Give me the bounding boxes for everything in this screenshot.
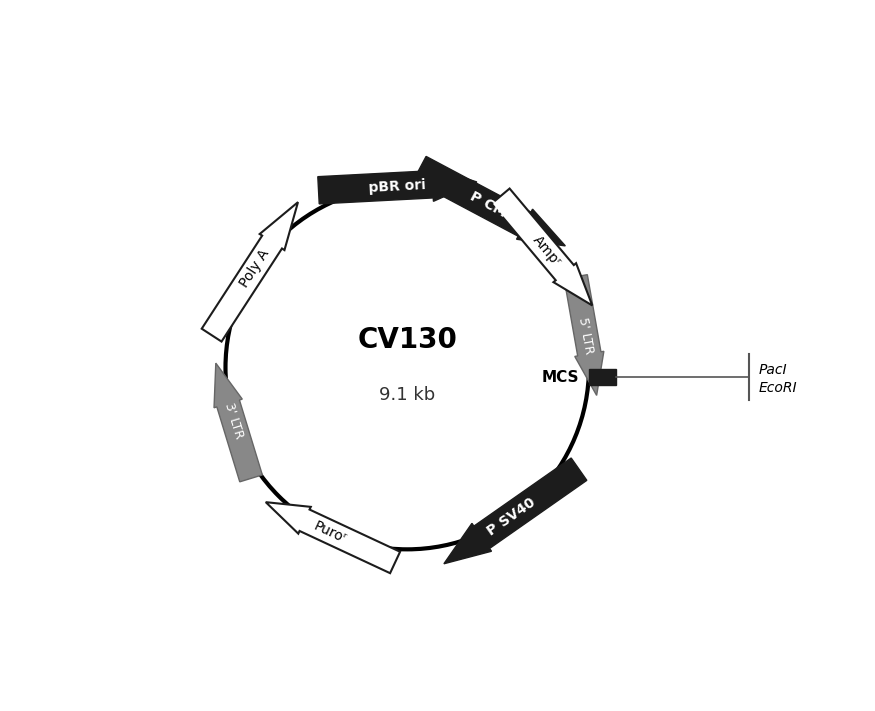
Text: 3' LTR: 3' LTR [221,401,245,440]
Text: PacI: PacI [759,363,787,377]
Polygon shape [318,167,477,204]
Text: CV130: CV130 [357,326,457,354]
Text: Ampʳ: Ampʳ [529,232,564,269]
Text: Poly A: Poly A [237,247,272,290]
Polygon shape [492,188,592,306]
Text: P SV40: P SV40 [485,495,538,538]
Text: Puroʳ: Puroʳ [312,519,349,546]
Bar [589,369,616,385]
Polygon shape [202,202,298,341]
Polygon shape [413,156,565,246]
Text: 9.1 kb: 9.1 kb [379,386,436,404]
Text: EcoRI: EcoRI [759,381,797,395]
Polygon shape [266,502,400,573]
Text: P CMV: P CMV [467,189,518,225]
Text: MCS: MCS [542,370,579,385]
Polygon shape [214,363,262,482]
Polygon shape [444,458,587,564]
Polygon shape [564,274,604,395]
Text: 5' LTR: 5' LTR [577,316,596,356]
Text: pBR ori: pBR ori [368,178,427,195]
